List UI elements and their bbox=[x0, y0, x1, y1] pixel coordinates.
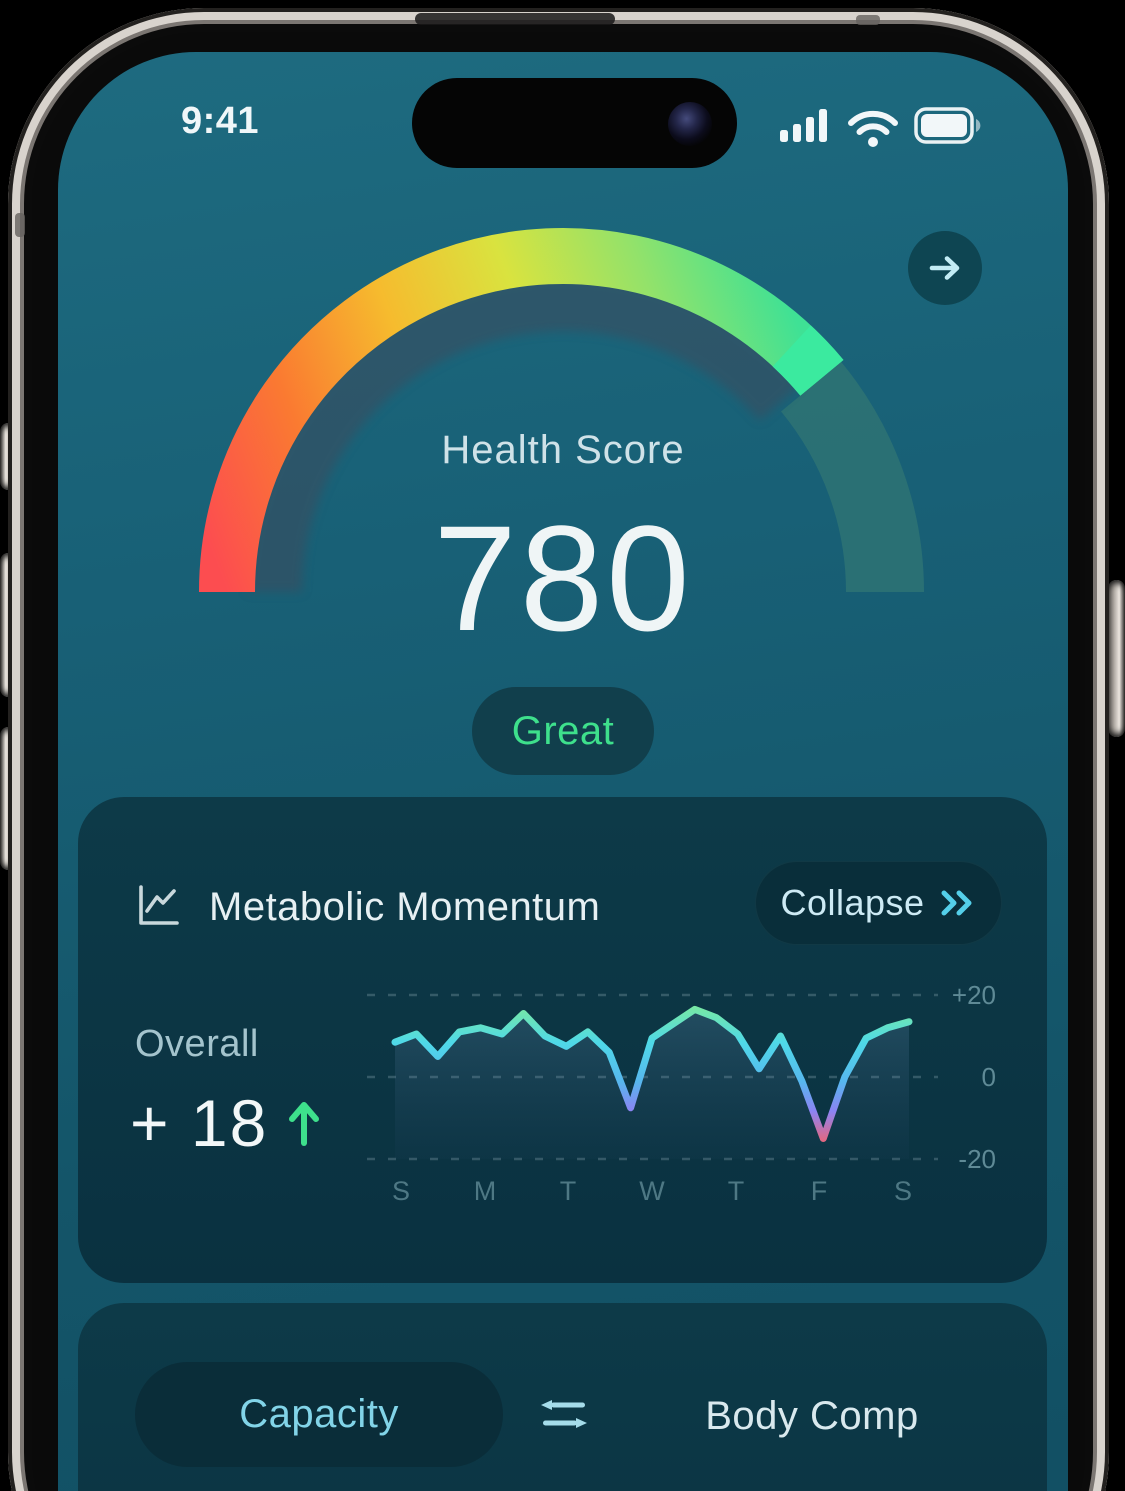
antenna-line-left bbox=[15, 213, 25, 237]
chart-y-tick-labels: +20 0 -20 bbox=[952, 980, 996, 1174]
svg-text:M: M bbox=[474, 1176, 497, 1206]
health-score-gauge bbox=[199, 228, 924, 593]
gauge-progress-arc bbox=[199, 228, 844, 593]
svg-text:+20: +20 bbox=[952, 980, 996, 1010]
gauge-highlight-segment bbox=[772, 325, 844, 396]
collapse-label: Collapse bbox=[780, 882, 925, 923]
gauge-track-arc bbox=[780, 361, 924, 593]
app-screen: 9:41 bbox=[58, 52, 1068, 1491]
svg-text:T: T bbox=[728, 1176, 745, 1206]
bottom-metrics-card: Capacity Body Comp bbox=[78, 1303, 1047, 1491]
metabolic-momentum-card: Metabolic Momentum Collapse Overall + 18 bbox=[78, 797, 1047, 1283]
card-title: Metabolic Momentum bbox=[209, 885, 601, 929]
open-details-button[interactable] bbox=[908, 231, 982, 305]
health-score-value: 780 bbox=[433, 494, 693, 662]
capacity-label: Capacity bbox=[239, 1392, 399, 1436]
status-icons bbox=[780, 107, 981, 147]
front-camera bbox=[668, 102, 712, 146]
gauge-title: Health Score bbox=[441, 428, 685, 472]
power-button[interactable] bbox=[1108, 580, 1125, 737]
overall-delta-value: + 18 bbox=[130, 1086, 269, 1160]
svg-text:-20: -20 bbox=[958, 1144, 996, 1174]
chart-area-fill bbox=[395, 1009, 909, 1159]
chart-line bbox=[391, 1005, 913, 1142]
antenna-line-top bbox=[856, 15, 880, 25]
dynamic-island bbox=[412, 78, 737, 168]
svg-text:0: 0 bbox=[982, 1062, 996, 1092]
tab-capacity[interactable]: Capacity bbox=[135, 1362, 503, 1467]
tab-body-comp[interactable]: Body Comp bbox=[705, 1394, 919, 1438]
svg-text:S: S bbox=[392, 1176, 410, 1206]
overall-label: Overall bbox=[135, 1023, 259, 1065]
weekly-trend-chart: +20 0 -20 S M T W T F S bbox=[367, 980, 996, 1206]
wifi-icon bbox=[848, 110, 898, 135]
gauge-inner-shadow-arc bbox=[248, 277, 801, 593]
battery-icon bbox=[914, 107, 981, 144]
svg-text:F: F bbox=[811, 1176, 828, 1206]
line-chart-icon bbox=[139, 885, 179, 925]
trend-up-arrow-icon bbox=[289, 1102, 320, 1146]
status-time: 9:41 bbox=[181, 100, 260, 142]
arrow-right-icon bbox=[929, 256, 960, 280]
collapse-button[interactable]: Collapse bbox=[755, 861, 1002, 945]
svg-text:S: S bbox=[894, 1176, 912, 1206]
overall-delta-row: + 18 bbox=[130, 1087, 324, 1159]
top-speaker-slot bbox=[415, 13, 615, 25]
svg-text:W: W bbox=[639, 1176, 665, 1206]
cellular-signal-icon bbox=[780, 109, 827, 142]
double-chevron-right-icon bbox=[941, 890, 972, 916]
swap-horizontal-icon[interactable] bbox=[538, 1393, 590, 1437]
svg-text:T: T bbox=[560, 1176, 577, 1206]
iphone-frame: 9:41 bbox=[8, 8, 1109, 1491]
status-badge: Great bbox=[471, 687, 655, 775]
wifi-dot bbox=[868, 137, 878, 147]
